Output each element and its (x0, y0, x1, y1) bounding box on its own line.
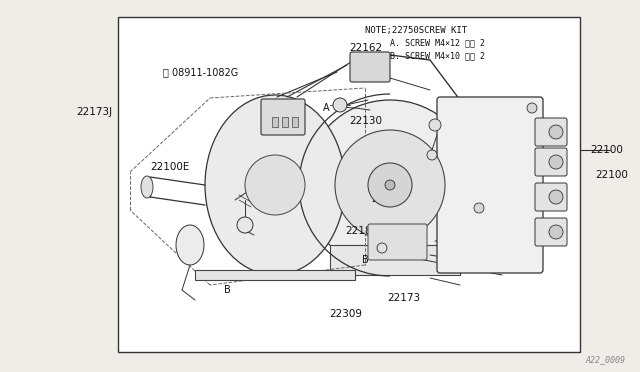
Text: 22130: 22130 (349, 116, 382, 126)
Ellipse shape (205, 95, 345, 275)
Text: 22162: 22162 (349, 44, 382, 53)
Circle shape (377, 243, 387, 253)
Text: Ⓝ 08911-1082G: Ⓝ 08911-1082G (163, 68, 239, 77)
Text: 22100E: 22100E (150, 163, 190, 172)
Circle shape (549, 125, 563, 139)
Text: 22173J: 22173J (76, 107, 112, 116)
Circle shape (549, 225, 563, 239)
FancyBboxPatch shape (535, 148, 567, 176)
Circle shape (549, 190, 563, 204)
FancyBboxPatch shape (437, 97, 543, 273)
Bar (282, 117, 288, 127)
Text: 22180: 22180 (346, 226, 379, 235)
Circle shape (549, 155, 563, 169)
Text: A22_0009: A22_0009 (585, 355, 625, 364)
Bar (118, 17, 580, 352)
Polygon shape (176, 225, 204, 265)
Circle shape (333, 98, 347, 112)
Circle shape (335, 130, 445, 240)
Text: N: N (242, 221, 248, 230)
Circle shape (429, 119, 441, 131)
Text: 22173: 22173 (387, 293, 420, 302)
Circle shape (527, 103, 537, 113)
Text: 22165: 22165 (358, 73, 392, 83)
Text: 22309: 22309 (330, 310, 363, 319)
Bar (195, 270, 355, 280)
Text: 22157: 22157 (371, 194, 404, 204)
FancyBboxPatch shape (350, 52, 390, 82)
Circle shape (368, 163, 412, 207)
Circle shape (427, 150, 437, 160)
FancyBboxPatch shape (535, 218, 567, 246)
Text: B: B (223, 285, 230, 295)
FancyBboxPatch shape (535, 118, 567, 146)
FancyBboxPatch shape (535, 183, 567, 211)
Ellipse shape (141, 176, 153, 198)
Circle shape (245, 155, 305, 215)
Circle shape (237, 217, 253, 233)
Text: A. SCREW M4×12 ‥‥ 2: A. SCREW M4×12 ‥‥ 2 (370, 38, 485, 48)
Text: B: B (362, 256, 369, 265)
Text: 22100: 22100 (590, 145, 623, 155)
Text: B. SCREW M4×10 ‥‥ 2: B. SCREW M4×10 ‥‥ 2 (370, 51, 485, 61)
Text: B: B (381, 177, 388, 187)
Circle shape (305, 100, 475, 270)
Circle shape (474, 203, 484, 213)
FancyBboxPatch shape (261, 99, 305, 135)
Text: A: A (323, 103, 330, 113)
Text: 22100: 22100 (595, 170, 628, 180)
Bar (272, 117, 278, 127)
Circle shape (385, 180, 395, 190)
Bar (292, 117, 298, 127)
Bar (330, 245, 460, 275)
FancyBboxPatch shape (368, 224, 427, 260)
Text: NOTE;22750SCREW KIT: NOTE;22750SCREW KIT (365, 26, 467, 35)
